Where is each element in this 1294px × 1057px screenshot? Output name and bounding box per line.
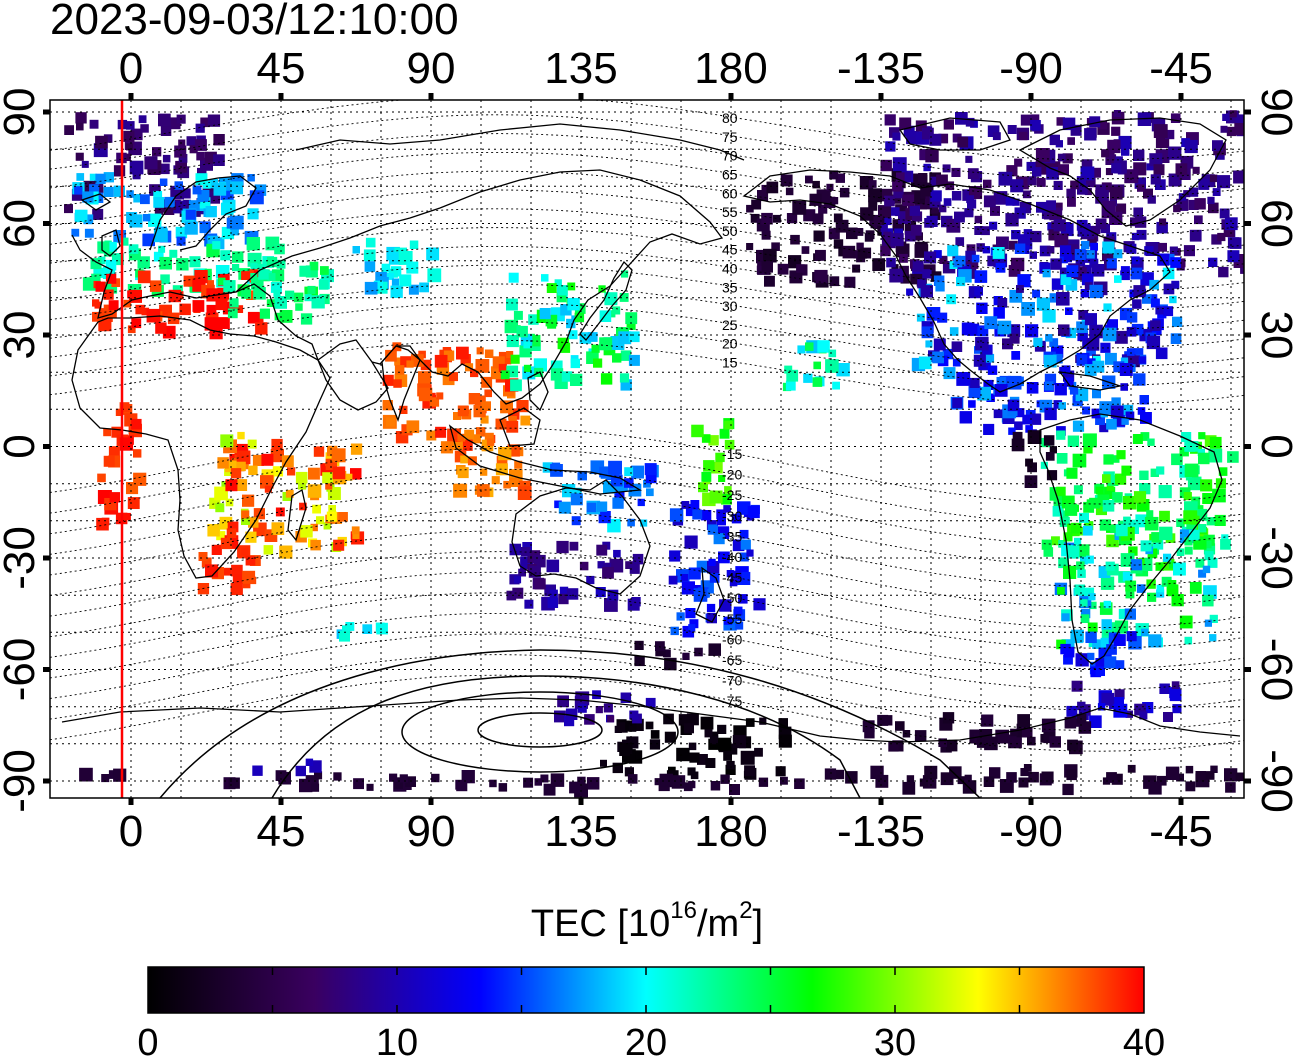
plot-frame: [49, 99, 1245, 799]
coast-uk: [101, 229, 121, 257]
coast-arabia: [317, 339, 389, 411]
bottom-lon-label: -90: [999, 807, 1063, 856]
colorbar-tick-label: 0: [137, 1022, 158, 1057]
coast-south-america: [1039, 413, 1223, 665]
left-axis-ticks: [43, 109, 50, 784]
mag-lat-label: -55: [722, 611, 742, 627]
mag-lat-label: -40: [722, 549, 742, 565]
polar-contours: [159, 649, 981, 798]
mag-lat-label: 15: [722, 354, 738, 370]
right-axis-ticks: [1244, 109, 1251, 784]
coast-madagascar: [287, 488, 307, 542]
mag-lat-label: 80: [722, 110, 738, 126]
coast-philippines: [527, 371, 549, 412]
coast-japan: [579, 260, 633, 341]
coast-greenland: [1018, 117, 1227, 227]
mag-lat-label: 65: [722, 166, 738, 182]
mag-lat-label: 75: [722, 129, 738, 145]
mag-lat-label: 50: [722, 223, 738, 239]
coastlines: [61, 117, 1241, 743]
colorbar-tick-label: 20: [625, 1022, 667, 1057]
mag-lat-label: -20: [722, 467, 742, 483]
right-lat-label: 90: [1252, 88, 1294, 137]
bottom-axis-ticks: [128, 798, 1184, 805]
right-lat-label: -90: [1252, 749, 1294, 813]
colorbar-tick-label: 40: [1123, 1022, 1165, 1057]
bottom-lon-label: 135: [544, 807, 617, 856]
right-lat-label: -60: [1252, 638, 1294, 702]
bottom-lon-label: 180: [694, 807, 767, 856]
top-lon-label: 180: [694, 44, 767, 93]
top-lon-label: 90: [407, 44, 456, 93]
coast-north-america: [742, 169, 1171, 393]
mag-lat-label: -75: [722, 693, 742, 709]
mag-lat-label: -50: [722, 590, 742, 606]
left-lat-label: 90: [0, 88, 44, 137]
top-axis-ticks: [128, 93, 1184, 100]
right-lat-label: -30: [1252, 526, 1294, 590]
left-lat-label: 30: [0, 311, 44, 360]
top-lon-label: -45: [1149, 44, 1213, 93]
left-lat-label: -30: [0, 526, 44, 590]
left-lat-label: 0: [0, 434, 44, 458]
coast-indonesia: [448, 424, 643, 495]
coast-africa: [71, 315, 331, 579]
mag-lat-label: 20: [722, 336, 738, 352]
colorbar-title: TEC [1016/m2]: [530, 897, 764, 946]
right-lat-label: 60: [1252, 199, 1294, 248]
mag-lat-label: -45: [722, 570, 742, 586]
top-lon-label: 0: [119, 44, 143, 93]
coast-arctic-russia: [295, 123, 745, 161]
coast-caribbean: [1058, 371, 1123, 391]
colorbar-tick-label: 10: [376, 1022, 418, 1057]
right-lat-label: 0: [1252, 434, 1294, 458]
mag-lat-label: -15: [722, 446, 742, 462]
mag-lat-label: -70: [722, 673, 742, 689]
mag-lat-label: 25: [722, 317, 738, 333]
coast-borneo: [499, 407, 541, 447]
bottom-lon-label: -135: [837, 807, 925, 856]
mag-lat-label: -25: [722, 487, 742, 503]
tec-map: 80 75 70 65 60 55 50 45 40 35 30 25 20 15 -15 -20 -25 -30…: [0, 44, 1294, 856]
mag-lat-label: 60: [722, 185, 738, 201]
mag-lat-label: 70: [722, 148, 738, 164]
coast-australia: [511, 479, 651, 595]
left-lat-label: -90: [0, 749, 44, 813]
coast-asia: [235, 169, 724, 405]
mag-lat-label: -30: [722, 508, 742, 524]
mag-lat-label: 40: [722, 260, 738, 276]
coast-canadian-islands: [898, 117, 1011, 151]
tec-data-layer: [64, 110, 1244, 798]
mag-lat-label: 30: [722, 298, 738, 314]
coast-iceland: [80, 193, 112, 211]
coast-scandinavia: [149, 175, 257, 251]
coast-india: [381, 345, 421, 422]
magnetic-latitude-contours: 80 75 70 65 60 55 50 45 40 35 30 25 20 15 -15 -20 -25 -30…: [50, 100, 1244, 752]
mag-lat-label: 35: [722, 279, 738, 295]
mag-lat-label: -35: [722, 528, 742, 544]
mag-lat-label: 45: [722, 242, 738, 258]
bottom-lon-label: 0: [119, 807, 143, 856]
mag-lat-label: -65: [722, 652, 742, 668]
coast-antarctica: [61, 697, 1241, 743]
timestamp: 2023-09-03/12:10:00: [50, 0, 459, 44]
bottom-lon-label: 45: [257, 807, 306, 856]
bottom-lon-label: -45: [1149, 807, 1213, 856]
lat-lon-grid: [50, 100, 1244, 798]
top-lon-label: 45: [257, 44, 306, 93]
mag-lat-label: 55: [722, 204, 738, 220]
mag-lat-label: -60: [722, 631, 742, 647]
bottom-lon-label: 90: [407, 807, 456, 856]
top-lon-label: 135: [544, 44, 617, 93]
right-lat-label: 30: [1252, 311, 1294, 360]
colorbar-ticks: [271, 967, 1021, 1013]
colorbar-tick-label: 30: [874, 1022, 916, 1057]
top-lon-label: -90: [999, 44, 1063, 93]
left-lat-label: -60: [0, 638, 44, 702]
coast-new-zealand: [695, 566, 725, 623]
colorbar: 0 10 20 30 40: [137, 966, 1165, 1057]
coast-europe: [71, 234, 319, 361]
left-lat-label: 60: [0, 199, 44, 248]
top-lon-label: -135: [837, 44, 925, 93]
